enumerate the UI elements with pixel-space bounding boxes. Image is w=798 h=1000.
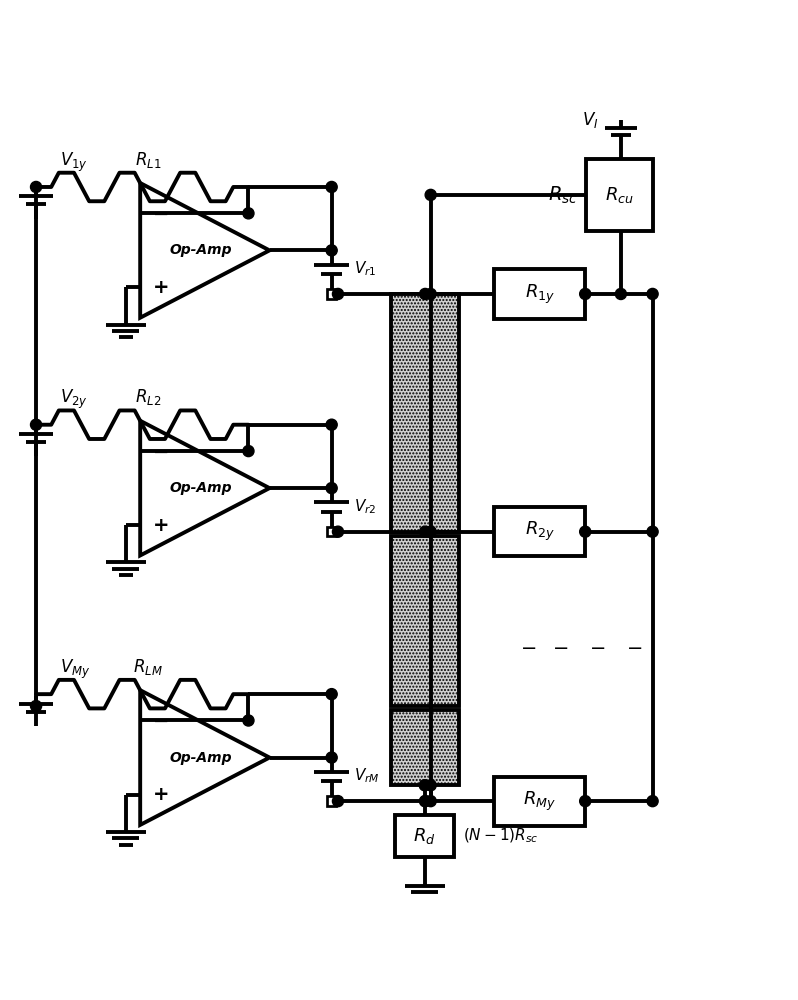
Bar [327, 289, 337, 299]
Circle shape [647, 526, 658, 537]
Bar [586, 159, 653, 231]
Circle shape [326, 483, 338, 494]
Text: Op-Amp: Op-Amp [170, 481, 232, 495]
Text: $R_{L2}$: $R_{L2}$ [135, 387, 161, 407]
Text: $\mathbf{-}$: $\mathbf{-}$ [152, 204, 168, 223]
Bar [494, 269, 585, 319]
Circle shape [326, 181, 338, 193]
Text: $R_{cu}$: $R_{cu}$ [605, 185, 634, 205]
Circle shape [326, 419, 338, 430]
Text: $\mathbf{-}$: $\mathbf{-}$ [152, 711, 168, 730]
Bar [395, 815, 455, 857]
Text: $-\ \ -\ \ -\ \ -$: $-\ \ -\ \ -\ \ -$ [520, 637, 642, 656]
Circle shape [420, 526, 431, 537]
Bar [392, 710, 459, 785]
Text: $\mathbf{+}$: $\mathbf{+}$ [152, 785, 168, 804]
Text: $V_{r2}$: $V_{r2}$ [354, 497, 377, 516]
Circle shape [647, 796, 658, 807]
Circle shape [425, 189, 437, 200]
Text: $V_{rM}$: $V_{rM}$ [354, 766, 380, 785]
Circle shape [30, 419, 41, 430]
Text: $V_{My}$: $V_{My}$ [60, 657, 90, 681]
Circle shape [420, 796, 431, 807]
Bar [327, 796, 337, 806]
Text: $V_{1y}$: $V_{1y}$ [60, 150, 88, 174]
Circle shape [420, 796, 431, 807]
Text: $V_{2y}$: $V_{2y}$ [60, 388, 88, 411]
Circle shape [419, 780, 430, 791]
Circle shape [425, 780, 437, 791]
Circle shape [647, 288, 658, 300]
Text: Op-Amp: Op-Amp [170, 751, 232, 765]
Circle shape [243, 208, 254, 219]
Circle shape [243, 446, 254, 457]
Circle shape [333, 796, 343, 807]
Text: $R_{LM}$: $R_{LM}$ [133, 657, 163, 677]
Circle shape [579, 796, 591, 807]
Circle shape [420, 288, 431, 300]
Text: $R_{2y}$: $R_{2y}$ [524, 520, 555, 543]
Text: $R_{sc}$: $R_{sc}$ [548, 184, 578, 206]
Text: $\mathbf{+}$: $\mathbf{+}$ [152, 516, 168, 535]
Text: $R_d$: $R_d$ [413, 826, 436, 846]
Circle shape [243, 715, 254, 726]
Circle shape [333, 526, 343, 537]
Text: $\mathbf{-}$: $\mathbf{-}$ [152, 442, 168, 461]
Bar [327, 527, 337, 536]
Text: Op-Amp: Op-Amp [170, 243, 232, 257]
Text: $V_{r1}$: $V_{r1}$ [354, 259, 377, 278]
Circle shape [615, 288, 626, 300]
Circle shape [333, 288, 343, 300]
Circle shape [579, 288, 591, 300]
Circle shape [425, 288, 437, 300]
Circle shape [425, 526, 437, 537]
Text: $R_{My}$: $R_{My}$ [523, 790, 556, 813]
Bar [392, 294, 459, 532]
Text: $R_{L1}$: $R_{L1}$ [135, 150, 161, 170]
Circle shape [30, 700, 41, 712]
Circle shape [579, 526, 591, 537]
Text: $(N-1)R_{sc}$: $(N-1)R_{sc}$ [464, 827, 539, 845]
Bar [494, 777, 585, 826]
Bar [494, 507, 585, 556]
Text: $\mathbf{+}$: $\mathbf{+}$ [152, 278, 168, 297]
Bar [392, 536, 459, 706]
Circle shape [326, 752, 338, 763]
Circle shape [30, 181, 41, 193]
Circle shape [326, 689, 338, 700]
Text: $R_{1y}$: $R_{1y}$ [524, 282, 555, 306]
Circle shape [425, 796, 437, 807]
Text: $V_I$: $V_I$ [583, 110, 598, 130]
Circle shape [326, 245, 338, 256]
